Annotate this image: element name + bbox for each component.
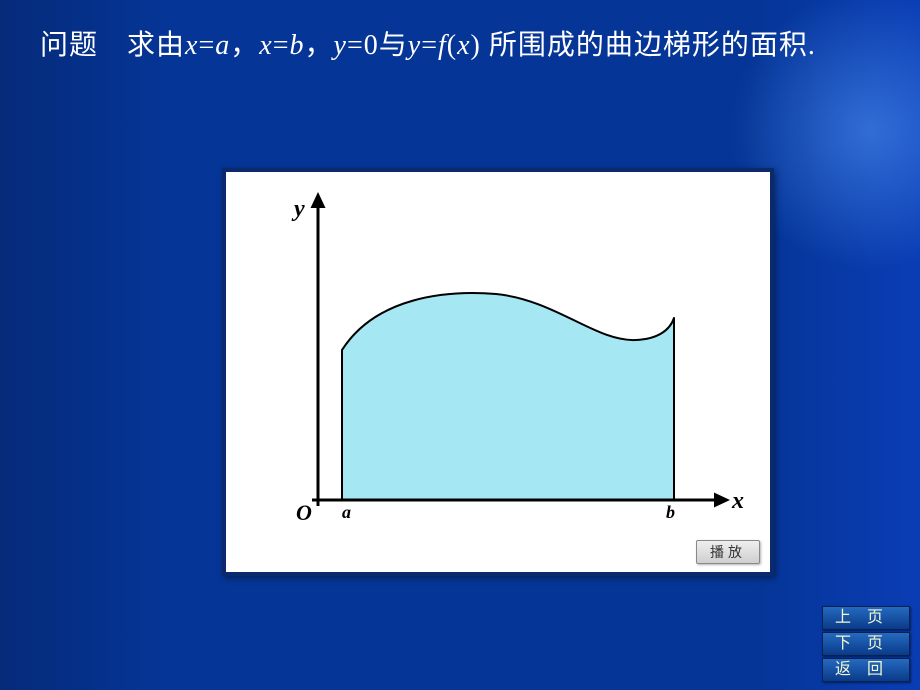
eq3-lhs: y [334, 30, 347, 61]
eq4-op: = [421, 30, 438, 61]
eq4-arg: x [457, 30, 470, 61]
play-button[interactable]: 播放 [696, 540, 760, 564]
eq3-op: = [347, 30, 364, 61]
sep2: ， [305, 30, 334, 61]
svg-text:O: O [296, 500, 312, 525]
eq4-lp: ( [447, 30, 457, 61]
eq2-lhs: x [259, 30, 272, 61]
eq3-rhs: 0 [364, 30, 379, 61]
svg-text:a: a [342, 502, 351, 522]
eq4-fn: f [438, 30, 447, 61]
back-button[interactable]: 返回 [822, 658, 910, 682]
conj: 与 [379, 30, 408, 61]
nav-buttons: 上页 下页 返回 [822, 606, 910, 682]
eq1-op: = [198, 30, 215, 61]
eq2-op: = [273, 30, 290, 61]
figure-panel: y x Oa b 播放 [222, 168, 774, 576]
eq1-lhs: x [185, 30, 198, 61]
prev-page-button[interactable]: 上页 [822, 606, 910, 630]
sep1: ， [230, 30, 259, 61]
problem-prefix: 问题 求由 [40, 30, 185, 61]
curvilinear-trapezoid-diagram: y x Oa b [226, 172, 770, 572]
svg-text:y: y [291, 196, 305, 222]
eq1-rhs: a [215, 30, 230, 61]
eq4-lhs: y [408, 30, 421, 61]
eq2-rhs: b [290, 30, 305, 61]
svg-text:b: b [666, 502, 675, 522]
svg-text:x: x [731, 488, 744, 514]
problem-statement: 问题 求由x=a，x=b，y=0与y=f(x) 所围成的曲边梯形的面积. [40, 18, 890, 74]
eq4-rp: ) [471, 30, 481, 61]
next-page-button[interactable]: 下页 [822, 632, 910, 656]
problem-suffix: 所围成的曲边梯形的面积. [481, 30, 816, 61]
